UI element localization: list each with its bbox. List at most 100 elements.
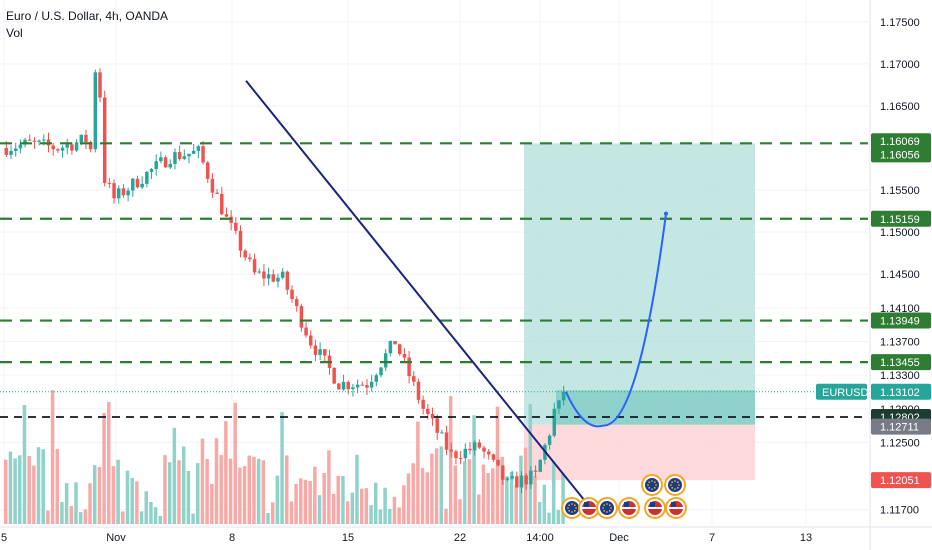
eu-flag-icon[interactable]: [664, 474, 686, 496]
us-flag-icon[interactable]: [578, 497, 600, 519]
candle-body: [149, 169, 154, 172]
candle-body: [547, 435, 552, 445]
eu-flag-icon[interactable]: [641, 474, 663, 496]
volume-bar: [78, 512, 83, 524]
position-zones[interactable]: [524, 143, 755, 481]
volume-label[interactable]: Vol: [6, 26, 23, 40]
volume-bar: [345, 501, 350, 524]
candle-body: [56, 149, 60, 151]
volume-bar: [420, 468, 425, 524]
flag-star: [677, 487, 679, 489]
symbol-tag: EURUSD: [822, 387, 869, 399]
volume-bar: [514, 485, 518, 524]
volume-bar: [462, 461, 467, 524]
volume-bar: [55, 449, 59, 524]
candle-body: [360, 384, 365, 386]
flag-canton: [624, 502, 629, 507]
time-tick-label: 13: [800, 532, 812, 544]
flag-star: [678, 484, 680, 486]
projection-curve[interactable]: [565, 213, 667, 428]
candle-body: [117, 188, 121, 199]
flag-star: [671, 487, 673, 489]
candle-body: [13, 148, 18, 152]
flag-star: [670, 484, 672, 486]
volume-bar: [135, 481, 139, 524]
candle-body: [74, 142, 79, 151]
candle-body: [182, 156, 187, 160]
flag-stripe: [622, 507, 636, 509]
event-icons[interactable]: [561, 474, 687, 519]
price-tick-label: 1.16500: [880, 101, 920, 113]
volume-bar: [266, 513, 270, 524]
flag-star: [606, 511, 608, 513]
price-axis[interactable]: 1.17500 1.17000 1.16500 1.15500 1.15000 1.145…: [869, 0, 932, 550]
volume-bar: [32, 465, 36, 524]
volume-bar: [369, 505, 373, 524]
volume-bar: [181, 446, 186, 524]
candle-body: [159, 157, 163, 162]
volume-bar: [83, 509, 88, 524]
candle-body: [215, 192, 219, 194]
us-flag-icon[interactable]: [644, 497, 666, 519]
volume-bar: [36, 447, 41, 524]
flag-star: [655, 484, 657, 486]
volume-bar: [453, 465, 458, 524]
flag-star: [654, 481, 656, 483]
candle-body: [131, 178, 135, 191]
volume-bar: [313, 466, 317, 524]
flag-star: [651, 488, 653, 490]
flag-star: [648, 481, 650, 483]
volume-bar: [364, 488, 369, 524]
tag-level: 1.15159: [880, 214, 920, 226]
volume-bar: [116, 459, 120, 524]
candle-body: [28, 139, 32, 141]
candle-body: [341, 381, 346, 390]
volume-bar: [505, 476, 509, 524]
volume-bar: [8, 451, 13, 524]
candle-body: [257, 271, 261, 273]
price-tick-label: 1.11700: [880, 505, 919, 517]
tag-level-bg: [871, 312, 931, 329]
tag-current: 1.13102: [880, 387, 920, 399]
trendline[interactable]: [245, 80, 593, 511]
flag-star: [567, 507, 569, 509]
volume-bar: [149, 501, 153, 524]
candle-body: [79, 134, 84, 143]
volume-bar: [214, 438, 219, 524]
flag-star: [568, 510, 570, 512]
volume-bar: [355, 454, 359, 524]
flag-star: [674, 480, 676, 482]
flag-star: [575, 507, 577, 509]
candle-body: [93, 72, 98, 150]
candle-body: [163, 157, 168, 168]
volume-bar: [210, 483, 214, 524]
profit-zone[interactable]: [524, 143, 755, 425]
candle-body: [145, 171, 149, 184]
volume-bar: [270, 502, 275, 524]
candle-body: [205, 162, 210, 179]
us-flag-icon[interactable]: [665, 497, 687, 519]
eu-flag-icon[interactable]: [561, 497, 583, 519]
tag-level-bg: [871, 210, 931, 227]
candle-body: [23, 139, 27, 145]
volume-bar: [163, 455, 167, 524]
flag-star: [603, 510, 605, 512]
volume-bar: [247, 455, 252, 524]
candle-body: [88, 141, 93, 150]
drawing-lines[interactable]: [0, 80, 868, 511]
flag-star: [674, 488, 676, 490]
eu-flag-icon[interactable]: [596, 497, 618, 519]
volume-bar: [523, 447, 528, 524]
time-axis[interactable]: 5 Nov 8 15 22 14:00 Dec 7 13: [0, 526, 932, 544]
volume-bar: [153, 507, 158, 524]
volume-bar: [139, 511, 144, 524]
flag-stripe: [669, 507, 683, 509]
price-tick-label: 1.14500: [880, 269, 920, 281]
candle-body: [220, 193, 224, 215]
candle-body: [426, 408, 430, 414]
symbol-title[interactable]: Euro / U.S. Dollar, 4h, OANDA: [6, 9, 169, 23]
loss-zone[interactable]: [524, 424, 755, 481]
flag-star: [606, 503, 608, 505]
us-flag-icon[interactable]: [618, 497, 640, 519]
